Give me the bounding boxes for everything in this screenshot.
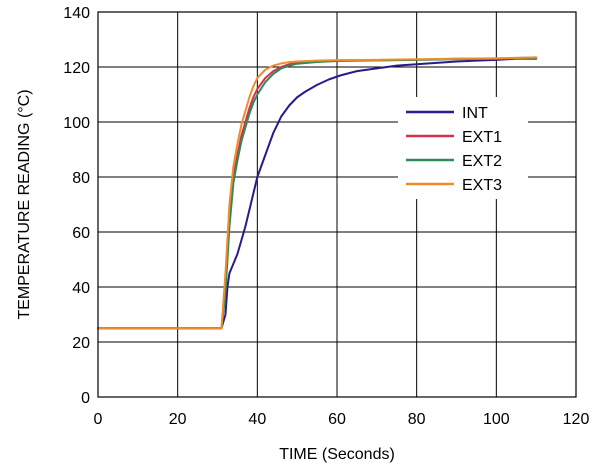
legend: INT EXT1 EXT2 EXT3 — [398, 97, 528, 199]
y-axis-title: TEMPERATURE READING (°C) — [16, 89, 33, 319]
y-tick-label: 60 — [72, 225, 90, 242]
x-axis-title: TIME (Seconds) — [279, 446, 395, 463]
y-tick-labels: 0 20 40 60 80 100 120 140 — [63, 5, 90, 407]
legend-label-ext3: EXT3 — [462, 177, 502, 194]
y-tick-label: 100 — [63, 115, 90, 132]
grid — [97, 11, 577, 398]
y-tick-label: 0 — [81, 390, 90, 407]
series-line-int — [97, 57, 538, 330]
legend-label-ext2: EXT2 — [462, 153, 502, 170]
x-tick-label: 120 — [563, 411, 590, 428]
x-tick-label: 40 — [248, 411, 266, 428]
y-tick-label: 120 — [63, 60, 90, 77]
x-tick-label: 100 — [483, 411, 510, 428]
y-tick-label: 40 — [72, 280, 90, 297]
x-tick-label: 0 — [94, 411, 103, 428]
series-line-ext3 — [97, 56, 538, 330]
plot-frame — [97, 11, 577, 398]
legend-label-int: INT — [462, 105, 488, 122]
x-tick-label: 80 — [408, 411, 426, 428]
x-tick-labels: 0 20 40 60 80 100 120 — [94, 411, 590, 428]
y-tick-label: 80 — [72, 170, 90, 187]
legend-label-ext1: EXT1 — [462, 129, 502, 146]
y-tick-label: 20 — [72, 335, 90, 352]
x-tick-label: 20 — [169, 411, 187, 428]
legend-background — [398, 97, 528, 199]
x-tick-label: 60 — [328, 411, 346, 428]
series-lines — [97, 56, 538, 330]
y-tick-label: 140 — [63, 5, 90, 22]
